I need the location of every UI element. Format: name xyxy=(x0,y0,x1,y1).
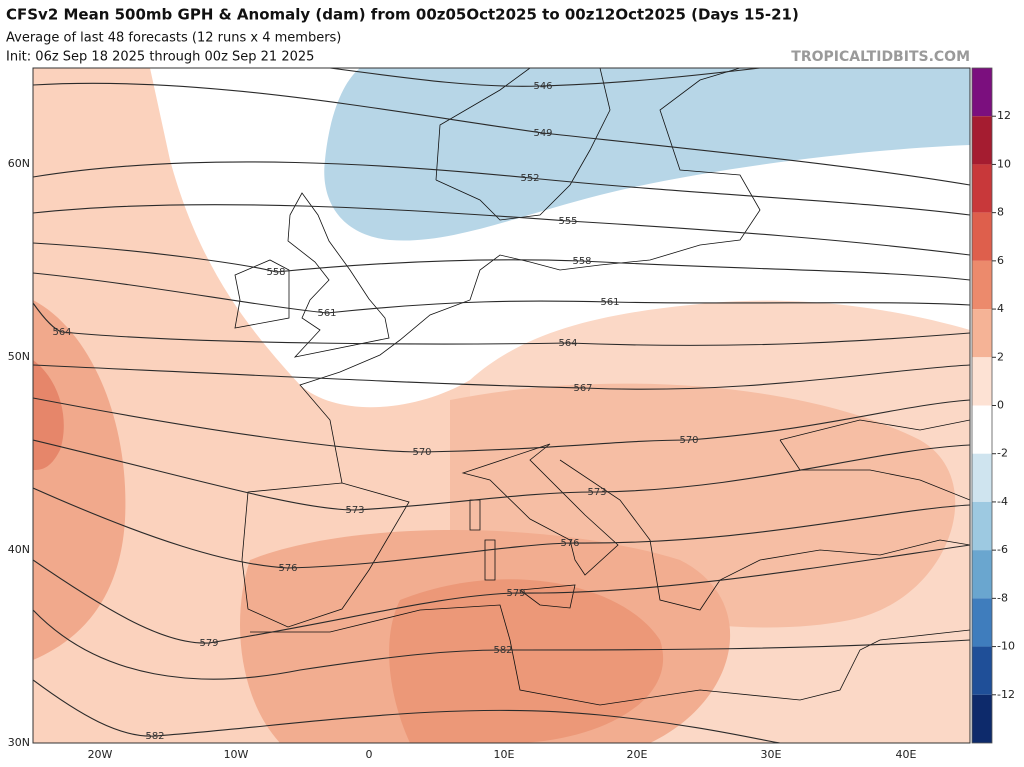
coastline xyxy=(234,259,290,329)
colorbar-tick-label: 4 xyxy=(997,302,1004,315)
colorbar-segment xyxy=(972,260,992,310)
contour-label: 567 xyxy=(573,383,592,394)
colorbar-tick-label: 0 xyxy=(997,399,1004,412)
contour-label: 576 xyxy=(560,538,579,549)
contour-label: 579 xyxy=(199,638,218,649)
contour-label: 576 xyxy=(278,563,297,574)
contour-label: 561 xyxy=(600,297,619,308)
contour-label: 570 xyxy=(412,447,431,458)
coastline xyxy=(779,419,970,501)
colorbar-segment xyxy=(972,501,992,551)
colorbar-tick-label: 10 xyxy=(997,157,1011,170)
colorbar-tick-label: 8 xyxy=(997,206,1004,219)
contour-label: 582 xyxy=(145,731,164,742)
contour-label: 558 xyxy=(266,267,285,278)
shade xyxy=(324,68,970,241)
coastline xyxy=(250,604,970,706)
colorbar-segment xyxy=(972,309,992,358)
contour-label: 549 xyxy=(533,128,552,139)
contour-label: 564 xyxy=(558,338,577,349)
coastline xyxy=(435,68,611,221)
shade xyxy=(33,360,64,470)
colorbar-segment xyxy=(972,646,992,695)
map: 546 549 552 555 558 561 564 567 570 573 … xyxy=(33,68,970,743)
contour-label: 573 xyxy=(587,487,606,498)
contour xyxy=(33,487,970,569)
lat-label: 40N xyxy=(8,543,30,556)
contour-label: 558 xyxy=(572,256,591,267)
contour xyxy=(33,609,970,680)
init-text: Init: 06z Sep 18 2025 through 00z Sep 21… xyxy=(6,50,314,65)
colorbar-segment xyxy=(972,598,992,647)
lat-label: 30N xyxy=(8,736,30,749)
contour-label: 570 xyxy=(679,435,698,446)
colorbar-tick-label: -12 xyxy=(997,688,1015,701)
colorbar-segment xyxy=(972,694,992,743)
colorbar-segment xyxy=(972,357,992,406)
contour-label: 564 xyxy=(52,327,71,338)
contour xyxy=(33,204,970,256)
contour-label: 555 xyxy=(558,216,577,227)
colorbar-segment xyxy=(972,116,992,165)
contour xyxy=(33,439,970,511)
contour xyxy=(33,364,970,390)
lon-label: 20W xyxy=(88,748,113,761)
colorbar-tick-label: -2 xyxy=(997,447,1008,460)
map-frame xyxy=(32,67,971,744)
lon-label: 40E xyxy=(896,748,917,761)
contour-label: 546 xyxy=(533,81,552,92)
colorbar-segment xyxy=(972,68,992,117)
lon-label: 20E xyxy=(627,748,648,761)
lat-label: 60N xyxy=(8,157,30,170)
contour xyxy=(33,242,970,281)
colorbar-segment xyxy=(972,212,992,261)
contour-label: 573 xyxy=(345,505,364,516)
colorbar-tick-label: -4 xyxy=(997,495,1008,508)
colorbar-tick-label: -6 xyxy=(997,543,1008,556)
colorbar-tick-label: -10 xyxy=(997,640,1015,653)
contour-label: 552 xyxy=(520,173,539,184)
colorbar-tick-label: 2 xyxy=(997,350,1004,363)
colorbar: 12 10 8 6 4 2 0 -2 -4 -6 -8 -10 -12 xyxy=(971,67,1015,744)
colorbar-segment xyxy=(972,405,992,454)
contour xyxy=(33,302,970,346)
coastline xyxy=(299,68,761,484)
lon-label: 30E xyxy=(761,748,782,761)
contour xyxy=(33,679,781,743)
contour xyxy=(33,544,970,644)
lon-label: 10W xyxy=(224,748,249,761)
colorbar-segment xyxy=(972,550,992,599)
contour xyxy=(329,68,761,87)
contour-label: 579 xyxy=(506,588,525,599)
watermark: TROPICALTIDBITS.COM xyxy=(791,49,970,65)
title: CFSv2 Mean 500mb GPH & Anomaly (dam) fro… xyxy=(6,6,799,24)
lat-label: 50N xyxy=(8,350,30,363)
colorbar-tick-label: 6 xyxy=(997,254,1004,267)
colorbar-segment xyxy=(972,164,992,213)
lon-label: 0 xyxy=(366,748,373,761)
colorbar-segment xyxy=(972,453,992,502)
contour xyxy=(33,161,970,216)
lon-label: 10E xyxy=(494,748,515,761)
contour-label: 582 xyxy=(493,645,512,656)
coastline xyxy=(241,482,410,628)
contour xyxy=(33,272,970,314)
colorbar-tick-label: -8 xyxy=(997,591,1008,604)
subtitle: Average of last 48 forecasts (12 runs x … xyxy=(6,31,341,46)
contour-label: 561 xyxy=(317,308,336,319)
contour xyxy=(33,397,970,453)
shade xyxy=(389,579,664,743)
contour xyxy=(33,82,970,186)
colorbar-tick-label: 12 xyxy=(997,109,1011,122)
coastline xyxy=(461,443,619,576)
